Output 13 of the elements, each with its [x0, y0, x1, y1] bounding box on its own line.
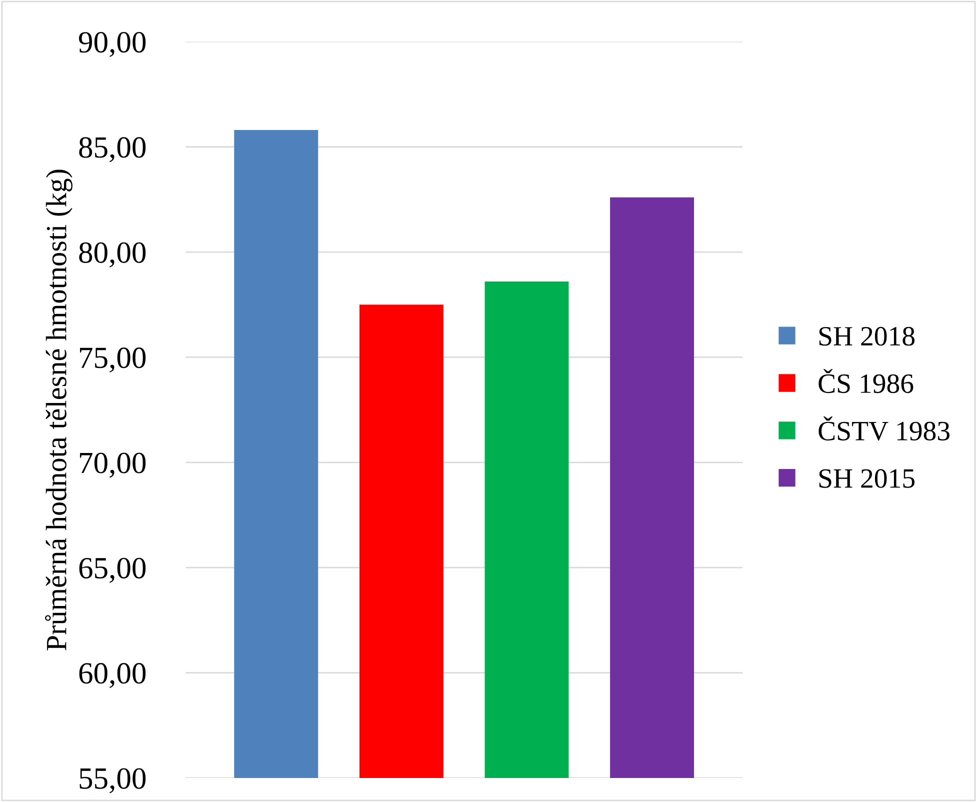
y-tick-label: 85,00 [79, 137, 146, 162]
y-axis-title: Průměrná hodnota tělesné hmotnosti (kg) [45, 170, 72, 650]
legend-label: ČSTV 1983 [818, 416, 950, 441]
legend-label: SH 2018 [819, 326, 914, 346]
legend-label: ČS 1986 [818, 369, 914, 394]
y-tick-label: 55,00 [80, 768, 146, 794]
y-tick-label: 75,00 [80, 348, 146, 373]
y-tick-label: 80,00 [79, 242, 146, 268]
y-tick-label: 70,00 [80, 452, 146, 478]
y-tick-label: 60,00 [79, 663, 146, 688]
legend-label: SH 2015 [819, 469, 914, 488]
y-tick-label: 65,00 [79, 558, 146, 583]
y-tick-label: 90,00 [78, 32, 146, 58]
